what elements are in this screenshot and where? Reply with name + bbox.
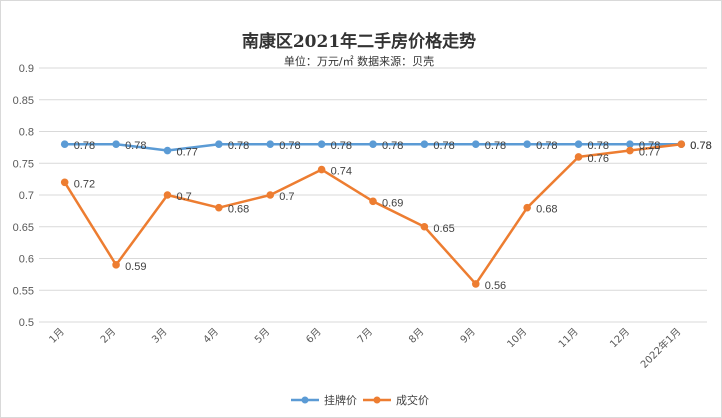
y-axis-ticks: 0.5 0.55 0.6 0.65 0.7 0.75 0.8 0.85 0.9 <box>13 63 34 329</box>
data-point-0 <box>215 140 223 148</box>
legend-swatch-marker <box>373 396 381 404</box>
x-tick-label: 9月 <box>458 326 478 346</box>
data-label-0: 0.78 <box>639 140 660 152</box>
data-label-1: 0.74 <box>331 166 352 178</box>
data-point-1 <box>574 153 583 161</box>
data-point-1 <box>677 140 686 148</box>
data-point-0 <box>317 140 326 148</box>
data-point-0 <box>420 140 429 148</box>
data-point-1 <box>523 203 531 212</box>
data-point-1 <box>163 191 172 199</box>
y-tick-label: 0.6 <box>19 254 34 266</box>
chart-title: 南康区2021年二手房价格走势 <box>242 31 476 52</box>
data-label-0: 0.78 <box>279 140 300 152</box>
legend-label: 成交价 <box>396 393 429 407</box>
x-tick-label: 12月 <box>607 326 632 351</box>
legend-swatch-marker <box>301 396 309 404</box>
legend-label: 挂牌价 <box>324 393 357 407</box>
data-label-1: 0.76 <box>588 153 609 165</box>
watermark-text: 赣州晒房网 <box>607 376 677 392</box>
y-tick-label: 0.75 <box>13 158 34 170</box>
data-label-1: 0.59 <box>125 261 146 273</box>
data-point-1 <box>420 222 429 231</box>
watermark: 赣州晒房网 <box>578 373 677 395</box>
x-tick-label: 4月 <box>201 326 221 346</box>
data-label-0: 0.77 <box>176 147 197 159</box>
chart-subtitle: 单位：万元/㎡ 数据来源：贝壳 <box>284 54 434 68</box>
x-tick-label: 2022年1月 <box>638 325 684 371</box>
legend: 挂牌价 成交价 <box>291 393 429 407</box>
data-label-1: 0.7 <box>176 191 191 203</box>
data-label-0: 0.78 <box>536 140 557 152</box>
data-label-0: 0.78 <box>331 140 352 152</box>
data-point-1 <box>369 197 377 206</box>
y-tick-label: 0.9 <box>19 63 34 75</box>
data-point-0 <box>266 140 275 148</box>
data-point-0 <box>626 140 634 148</box>
data-label-0: 0.78 <box>588 140 609 152</box>
data-label-0: 0.78 <box>382 140 403 152</box>
x-tick-label: 3月 <box>150 326 170 346</box>
data-label-0: 0.78 <box>228 140 249 152</box>
y-tick-label: 0.7 <box>19 190 34 202</box>
data-point-1 <box>317 165 326 174</box>
data-label-1: 0.68 <box>536 204 557 216</box>
data-labels: 0.78 0.780.770.78 0.78 0.78 0.78 0.78 0.78 0.78… <box>74 140 712 292</box>
data-point-0 <box>523 140 531 148</box>
data-label-0: 0.78 <box>433 140 454 152</box>
data-point-0 <box>112 140 120 148</box>
x-tick-label: 8月 <box>406 326 426 346</box>
data-label-1: 0.69 <box>382 197 403 209</box>
x-tick-label: 7月 <box>355 326 375 346</box>
data-point-1 <box>471 280 480 288</box>
y-tick-label: 0.85 <box>13 95 34 107</box>
series-lines <box>60 140 686 288</box>
data-point-0 <box>574 140 583 148</box>
data-point-0 <box>60 140 69 148</box>
x-tick-label: 10月 <box>505 326 530 351</box>
x-tick-label: 1月 <box>47 326 67 346</box>
data-point-1 <box>626 146 634 155</box>
data-label-1: 0.77 <box>639 147 660 159</box>
data-label-1: 0.68 <box>228 204 249 216</box>
x-tick-label: 2月 <box>98 326 118 346</box>
x-tick-label: 6月 <box>304 326 324 346</box>
wechat-icon <box>578 373 604 395</box>
data-point-1 <box>215 203 223 212</box>
data-label-1: 0.7 <box>279 191 294 203</box>
data-label-1: 0.78 <box>690 140 711 152</box>
data-point-1 <box>266 191 275 199</box>
data-label-0: 0.78 <box>74 140 95 152</box>
data-point-0 <box>163 146 172 155</box>
x-axis-ticks: 1月 2月 3月 4月 5月 6月 7月 8月 9月 10月 11月 12月 2022年1月 <box>47 325 684 371</box>
data-point-1 <box>60 178 69 187</box>
x-tick-label: 5月 <box>252 326 272 346</box>
series-line-1 <box>63 142 682 286</box>
y-tick-label: 0.5 <box>19 317 34 329</box>
data-label-0: 0.78 <box>690 140 711 152</box>
y-tick-label: 0.55 <box>13 285 34 297</box>
data-point-0 <box>471 140 480 148</box>
data-point-0 <box>369 140 377 148</box>
gridlines <box>39 67 707 323</box>
y-tick-label: 0.65 <box>13 222 34 234</box>
data-label-1: 0.72 <box>74 178 95 190</box>
data-label-0: 0.78 <box>485 140 506 152</box>
data-label-1: 0.65 <box>433 223 454 235</box>
y-tick-label: 0.8 <box>19 127 34 139</box>
data-label-0: 0.78 <box>125 140 146 152</box>
data-point-1 <box>112 261 120 269</box>
data-label-1: 0.56 <box>485 280 506 292</box>
x-tick-label: 11月 <box>556 326 581 351</box>
